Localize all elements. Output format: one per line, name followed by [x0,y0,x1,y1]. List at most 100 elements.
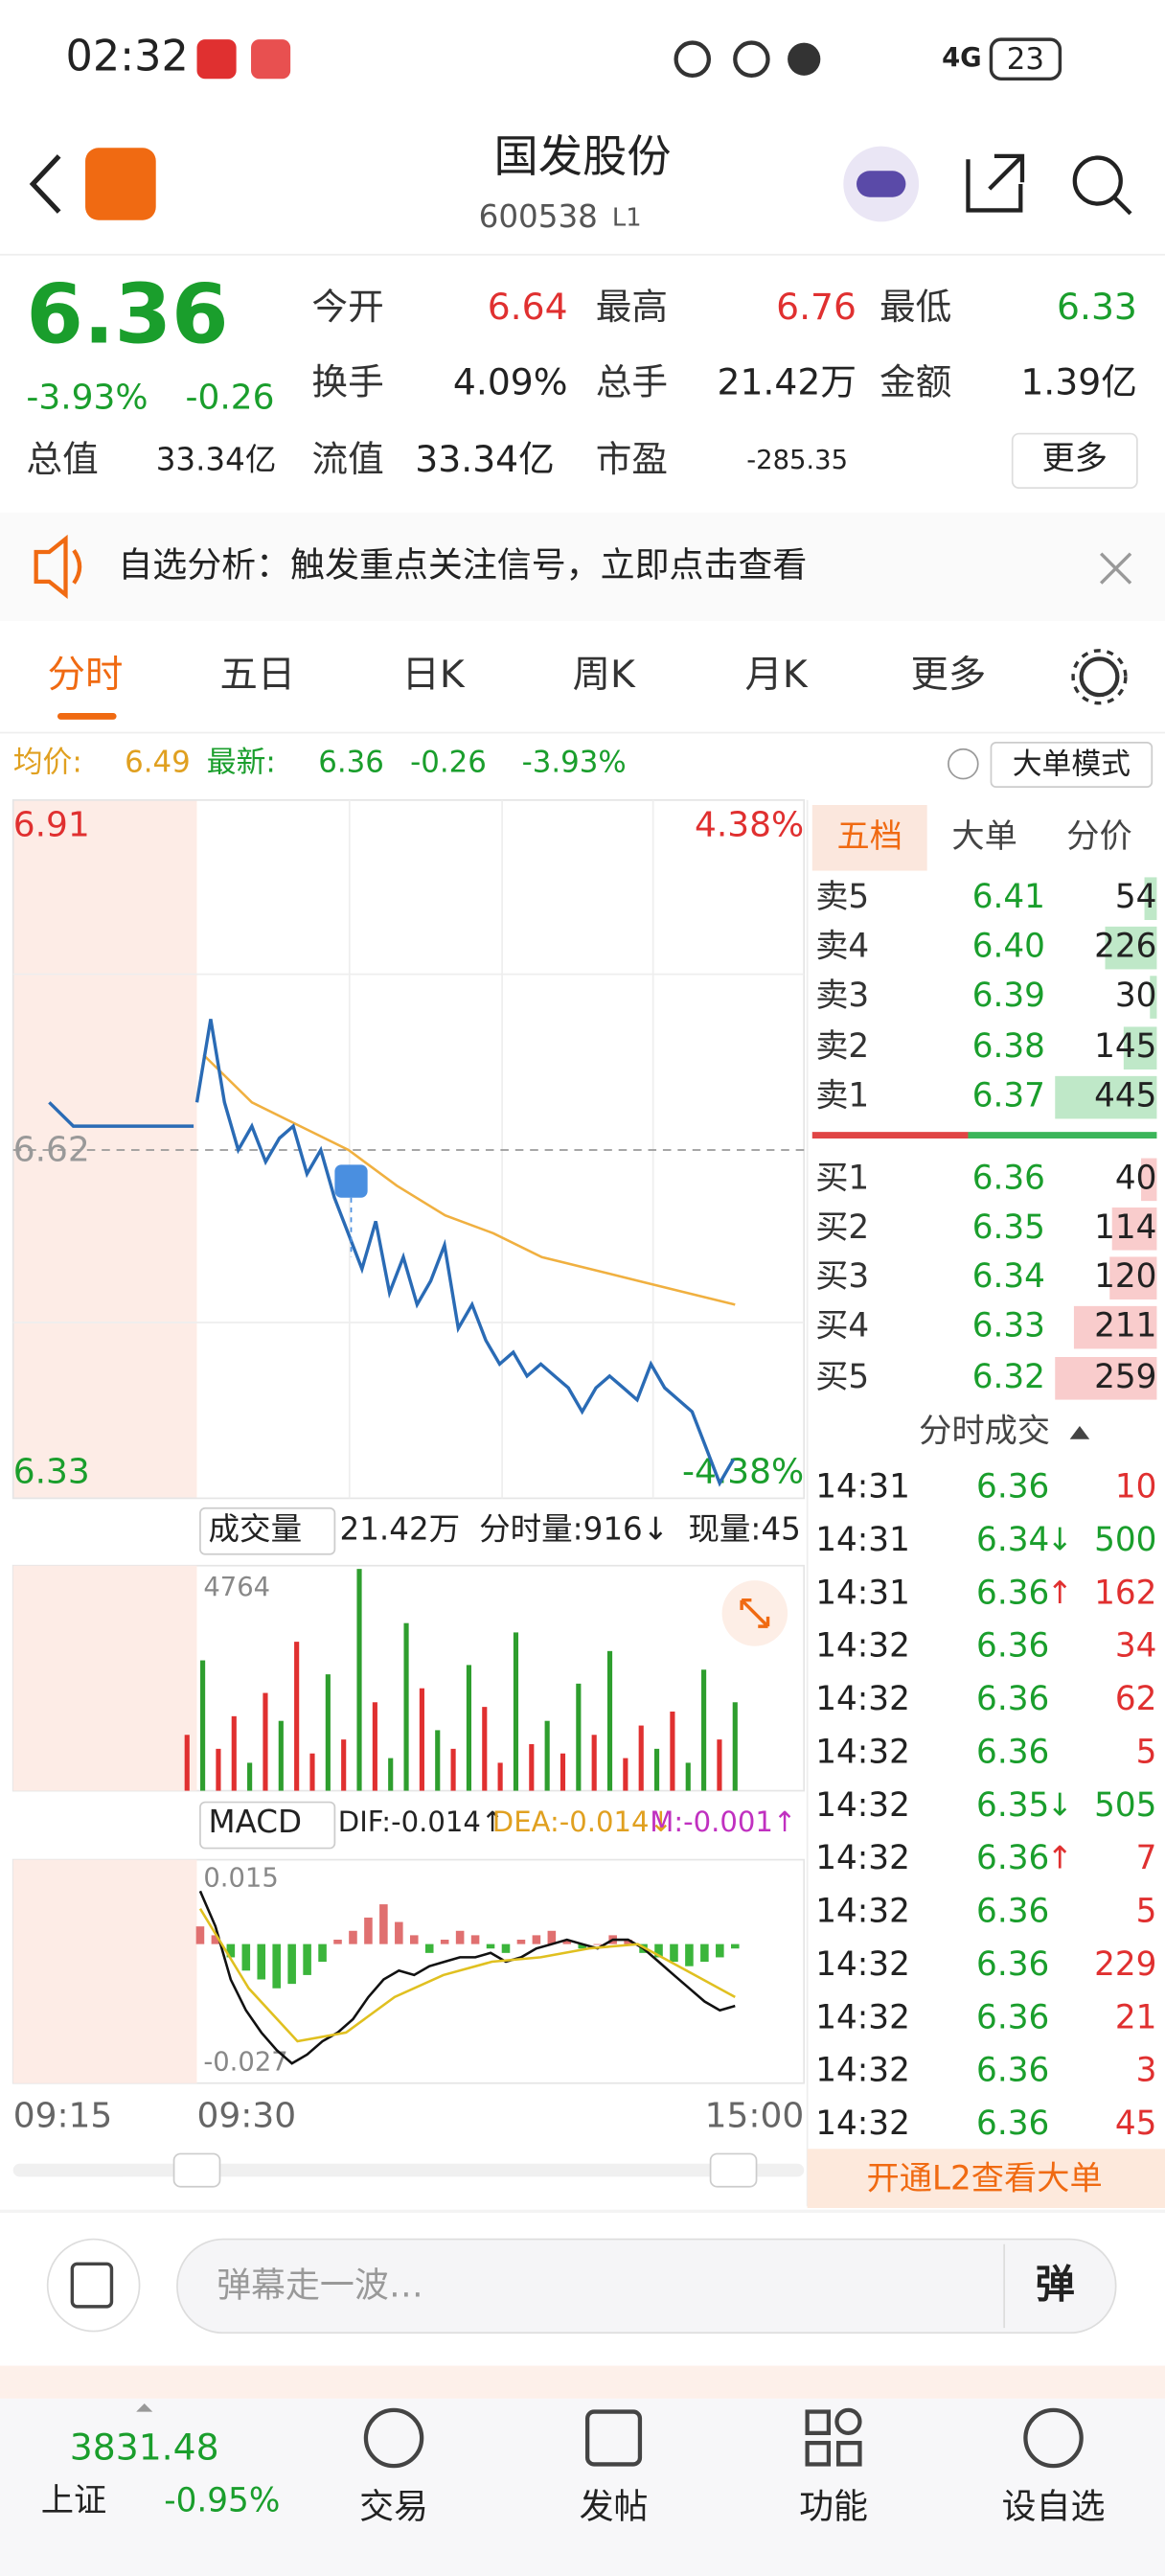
field-label: 市盈 [596,438,668,480]
tab[interactable]: 分时 [48,653,124,697]
app-icon [251,39,291,80]
nav-label[interactable]: 功能 [799,2488,868,2527]
tab[interactable]: 日K [402,653,466,697]
volume-bar [638,1725,644,1791]
volume-bar [529,1743,535,1791]
macd-bar [547,1930,557,1944]
volume-bar [1055,1075,1157,1119]
change: -0.26 [186,379,275,418]
macd-dif: DIF:-0.014↑ [338,1806,504,1838]
trade-price: 6.36 [976,1574,1049,1612]
tab-active-bg [811,805,927,871]
back-icon[interactable] [29,154,61,214]
watch-icon[interactable] [1023,2407,1084,2469]
trade-dir: ↑ [1047,1840,1073,1876]
nav-label[interactable]: 设自选 [1002,2488,1106,2527]
comment-icon[interactable] [46,2238,141,2333]
l2-text[interactable]: 开通L2查看大单 [866,2159,1102,2197]
mode-label[interactable]: 大单模式 [1013,747,1131,781]
macd-bar [716,1944,724,1958]
tab[interactable]: 五日 [219,653,295,697]
l2-bg[interactable] [807,2149,1165,2208]
macd-bar [455,1930,465,1944]
volume-bar [1150,976,1157,1019]
notice-text[interactable]: 自选分析：触发重点关注信号，立即点击查看 [118,545,807,585]
trade-price: 6.36 [976,2052,1049,2090]
slider-handle[interactable] [709,2152,758,2188]
volume-bar [1141,1158,1157,1202]
trade-time: 14:31 [815,1521,910,1559]
trade-volume: 45 [1115,2104,1157,2143]
post-icon[interactable] [584,2409,643,2467]
nav-label[interactable]: 发帖 [580,2488,649,2527]
trade-price: 6.36 [976,1893,1049,1931]
book-label: 买3 [815,1257,869,1296]
field-label: 总手 [596,361,668,403]
signal-badge [334,1164,368,1198]
mode-button[interactable] [990,742,1154,788]
trade-time: 14:32 [815,1733,910,1771]
book-label: 卖4 [815,928,869,966]
func-icon[interactable] [805,2409,832,2435]
more-label[interactable]: 更多 [1042,439,1108,477]
book-volume: 114 [1094,1208,1156,1247]
help-icon[interactable] [948,748,979,780]
macd-bar [624,1939,632,1944]
trade-icon[interactable] [363,2407,424,2469]
volume-bar [482,1707,488,1791]
slider-handle[interactable] [172,2152,221,2188]
volume-bar [450,1748,456,1791]
volume-bar [1055,1357,1157,1400]
field-label: 换手 [311,361,383,403]
macd-bar [593,1944,602,1945]
book-tab[interactable]: 大单 [951,817,1017,856]
bottom-nav [0,2398,1165,2576]
volume-bar [388,1758,394,1791]
book-label: 买1 [815,1159,869,1197]
volume-current: 现量:45 [688,1511,800,1548]
macd-select[interactable] [199,1801,336,1850]
macd-bar [654,1944,663,1958]
volume-bar [1109,1256,1157,1300]
book-tab[interactable]: 五档 [836,817,902,856]
volume-bar [278,1720,284,1791]
trade-volume: 62 [1115,1680,1157,1718]
tab[interactable]: 月K [744,653,808,697]
latest-label: 最新: [207,746,276,780]
field-label: 流值 [311,438,383,480]
settings-icon[interactable] [1079,656,1120,698]
volume-select[interactable] [199,1506,336,1555]
volume-bar [560,1753,566,1791]
macd-bar [195,1926,205,1944]
trade-price: 6.36 [976,1945,1049,1984]
trade-volume: 7 [1136,1839,1157,1877]
tab[interactable]: 周K [573,653,636,697]
book-price: 6.34 [972,1257,1045,1296]
volume-bar [231,1715,237,1791]
time-label: 15:00 [705,2097,805,2136]
comment-placeholder[interactable]: 弹幕走一波… [217,2266,423,2305]
danmu-button[interactable]: 弹 [1036,2261,1075,2307]
comment-input[interactable] [176,2238,1117,2334]
time-label: 09:15 [13,2097,113,2136]
volume-bar [325,1674,331,1791]
volume-bar [685,1762,691,1791]
trade-price: 6.36 [976,1839,1049,1877]
book-tab[interactable]: 分价 [1066,817,1131,856]
macd-bar [440,1939,449,1944]
search-icon[interactable] [1072,155,1123,206]
latest-pct: -3.93% [522,746,627,780]
trade-dir: ↓ [1047,1522,1073,1558]
volume-bar [513,1632,519,1791]
tab[interactable]: 更多 [911,653,987,697]
more-button[interactable] [1011,432,1138,489]
volume-bar [200,1660,206,1791]
macd-bar [333,1939,342,1944]
nav-label[interactable]: 交易 [359,2488,428,2527]
share-icon[interactable] [966,153,1025,213]
y-label: 6.33 [13,1453,90,1492]
volume-bar [341,1739,347,1791]
dea-line [198,1907,736,2043]
close-icon[interactable] [1099,552,1132,585]
